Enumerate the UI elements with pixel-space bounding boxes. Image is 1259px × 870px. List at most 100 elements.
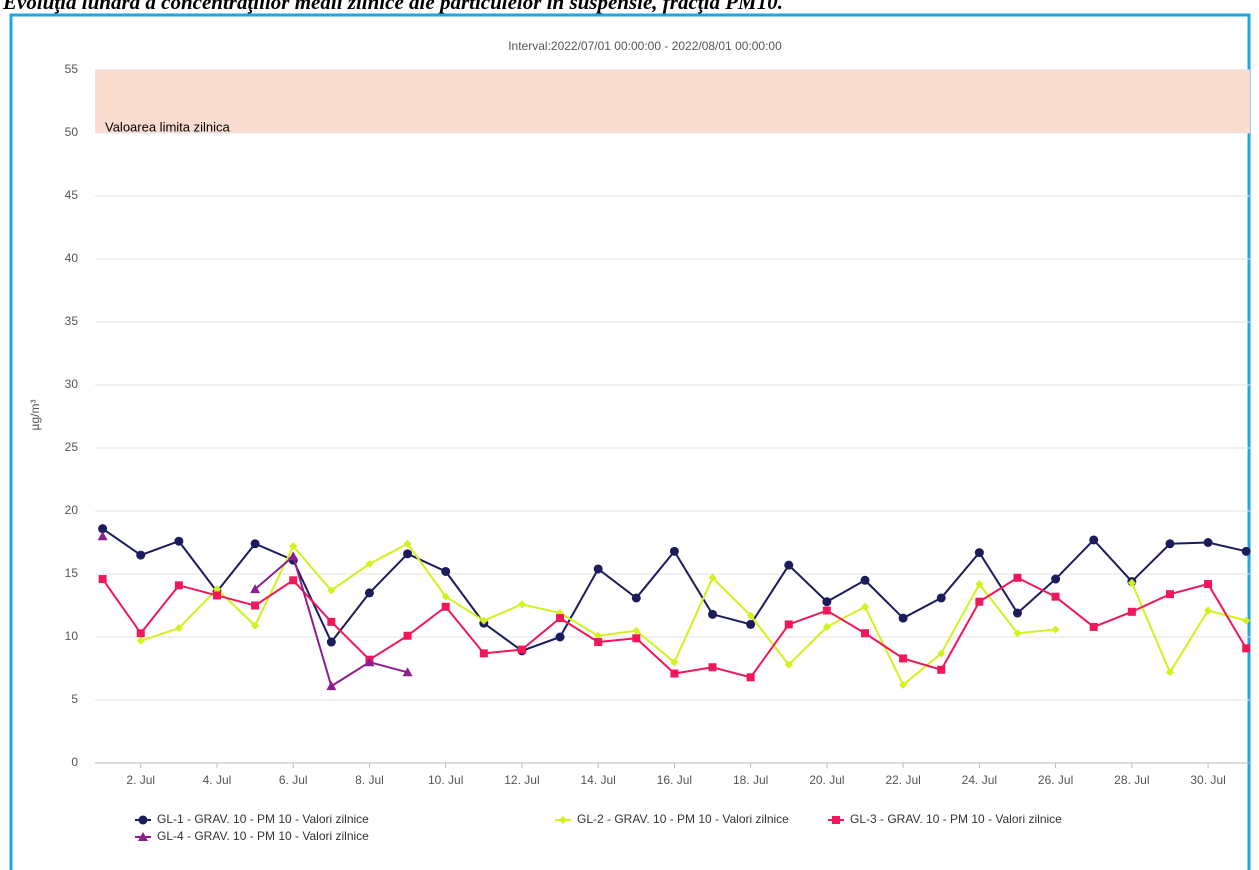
x-tick-label: 14. Jul (580, 773, 615, 787)
marker (136, 629, 145, 638)
x-tick-label: 4. Jul (203, 773, 232, 787)
marker (1165, 590, 1174, 599)
marker (327, 617, 336, 626)
y-tick-label: 55 (65, 62, 79, 76)
marker (517, 645, 526, 654)
marker (670, 658, 679, 667)
marker (250, 584, 261, 594)
marker (365, 559, 374, 568)
marker (937, 649, 946, 658)
marker (746, 619, 756, 629)
y-tick-label: 25 (65, 440, 79, 454)
marker (559, 816, 567, 824)
x-tick-label: 16. Jul (657, 773, 692, 787)
marker (746, 611, 755, 620)
marker (1013, 573, 1022, 582)
marker (403, 631, 412, 640)
marker (138, 815, 148, 825)
x-tick-label: 24. Jul (962, 773, 997, 787)
marker (1012, 608, 1022, 618)
marker (784, 620, 793, 629)
marker (899, 654, 908, 663)
frame (9, 13, 1251, 870)
marker (669, 546, 679, 556)
x-tick-label: 10. Jul (428, 773, 463, 787)
marker (860, 575, 870, 585)
legend-label: GL-1 - GRAV. 10 - PM 10 - Valori zilnice (157, 812, 369, 826)
marker (1051, 574, 1061, 584)
x-tick-label: 20. Jul (809, 773, 844, 787)
x-tick-label: 18. Jul (733, 773, 768, 787)
marker (708, 609, 718, 619)
marker (1089, 622, 1098, 631)
marker (289, 542, 298, 551)
y-tick-label: 10 (65, 629, 79, 643)
marker (898, 613, 908, 623)
marker (251, 621, 260, 630)
x-tick-label: 30. Jul (1190, 773, 1225, 787)
x-tick-label: 2. Jul (126, 773, 155, 787)
series-line (140, 542, 1247, 687)
marker (1241, 546, 1251, 556)
marker (402, 667, 413, 677)
marker (1203, 538, 1213, 547)
marker (670, 669, 679, 678)
marker (1089, 535, 1099, 545)
marker (708, 573, 717, 582)
marker (403, 549, 413, 559)
marker (1165, 539, 1175, 549)
marker (861, 602, 869, 611)
marker (98, 524, 108, 534)
x-tick-label: 8. Jul (355, 773, 384, 787)
y-tick-label: 5 (71, 692, 78, 706)
marker (556, 614, 565, 623)
marker (97, 531, 108, 541)
marker (632, 634, 641, 643)
marker (441, 602, 450, 611)
x-tick-label: 6. Jul (279, 773, 308, 787)
marker (1204, 580, 1213, 589)
legend-label: GL-3 - GRAV. 10 - PM 10 - Valori zilnice (850, 812, 1062, 826)
y-axis-label: µg/m³ (28, 400, 42, 431)
marker (212, 585, 221, 594)
plot-band-label: Valoarea limita zilnica (105, 119, 231, 134)
marker (631, 593, 641, 603)
marker (403, 539, 412, 548)
marker (555, 632, 565, 642)
x-tick-label: 26. Jul (1038, 773, 1073, 787)
marker (326, 637, 336, 647)
marker (98, 575, 107, 584)
marker (479, 616, 488, 625)
marker (1204, 606, 1213, 615)
marker (251, 601, 260, 610)
marker (822, 606, 831, 615)
marker (364, 657, 375, 667)
marker (822, 622, 831, 631)
marker (974, 548, 984, 558)
marker (288, 551, 299, 561)
legend-label: GL-2 - GRAV. 10 - PM 10 - Valori zilnice (577, 812, 789, 826)
marker (708, 663, 717, 672)
marker (441, 566, 451, 576)
marker (517, 600, 526, 609)
chart-title: Evoluţia lunară a concentraţiilor medii … (2, 0, 783, 14)
y-tick-label: 30 (65, 377, 79, 391)
marker (937, 665, 946, 674)
marker (1127, 607, 1136, 616)
marker (1051, 592, 1060, 601)
y-tick-label: 15 (65, 566, 79, 580)
marker (936, 593, 946, 603)
marker (784, 660, 793, 669)
marker (174, 624, 183, 633)
marker (479, 649, 488, 658)
marker (1242, 616, 1251, 625)
marker (593, 564, 603, 574)
y-tick-label: 35 (65, 314, 79, 328)
plot-band (95, 70, 1250, 133)
chart-subtitle: Interval:2022/07/01 00:00:00 - 2022/08/0… (508, 39, 782, 53)
marker (136, 550, 146, 560)
y-tick-label: 45 (65, 188, 79, 202)
marker (1242, 644, 1251, 653)
x-tick-label: 22. Jul (885, 773, 920, 787)
marker (975, 597, 984, 606)
